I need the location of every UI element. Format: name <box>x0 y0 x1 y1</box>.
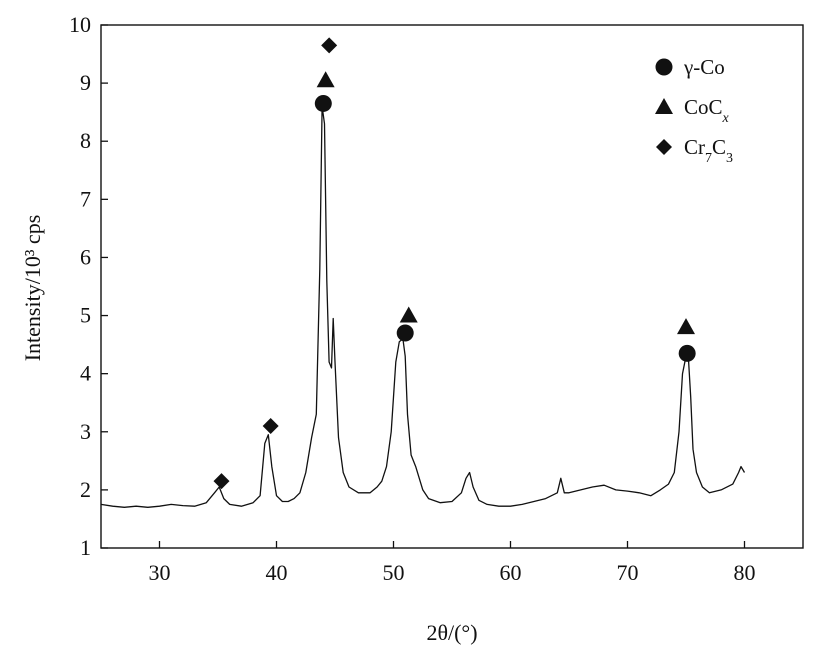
y-tick-label: 7 <box>80 186 91 211</box>
diamond-legend-symbol <box>656 139 672 155</box>
x-tick-label: 50 <box>383 560 405 585</box>
triangle-legend-symbol <box>655 98 673 114</box>
triangle-marker <box>399 306 418 323</box>
y-tick-label: 9 <box>80 70 91 95</box>
phase-markers <box>213 37 696 490</box>
diamond-marker <box>213 473 230 490</box>
y-axis: 1 2 3 4 5 6 7 8 9 10 <box>69 12 108 560</box>
legend-label: CoCx <box>684 95 730 126</box>
y-tick-label: 1 <box>80 535 91 560</box>
triangle-marker <box>677 318 695 335</box>
y-tick-label: 4 <box>80 361 91 386</box>
circle-marker <box>678 344 696 362</box>
y-tick-label: 6 <box>80 244 91 269</box>
circle-marker <box>396 324 414 342</box>
x-axis: 30 40 50 60 70 80 <box>149 541 756 585</box>
x-tick-label: 60 <box>500 560 522 585</box>
triangle-marker <box>316 71 335 88</box>
diamond-marker <box>321 37 338 54</box>
y-tick-label: 3 <box>80 419 91 444</box>
x-tick-label: 30 <box>149 560 171 585</box>
x-tick-label: 70 <box>617 560 639 585</box>
y-tick-label: 2 <box>80 477 91 502</box>
diamond-marker <box>262 417 279 434</box>
y-tick-label: 8 <box>80 128 91 153</box>
x-tick-label: 80 <box>734 560 756 585</box>
circle-legend-symbol <box>655 58 673 76</box>
x-axis-label: 2θ/(°) <box>426 620 477 645</box>
legend: γ-Co CoCx Cr7C3 <box>655 55 733 166</box>
diffraction-curve <box>100 105 746 508</box>
x-tick-label: 40 <box>266 560 288 585</box>
circle-marker <box>314 94 332 112</box>
y-tick-label: 10 <box>69 12 91 37</box>
legend-label: γ-Co <box>683 55 725 79</box>
y-tick-label: 5 <box>80 303 91 328</box>
legend-label: Cr7C3 <box>684 135 733 166</box>
plot-frame <box>100 24 804 549</box>
y-axis-label: Intensity/10³ cps <box>20 215 45 362</box>
